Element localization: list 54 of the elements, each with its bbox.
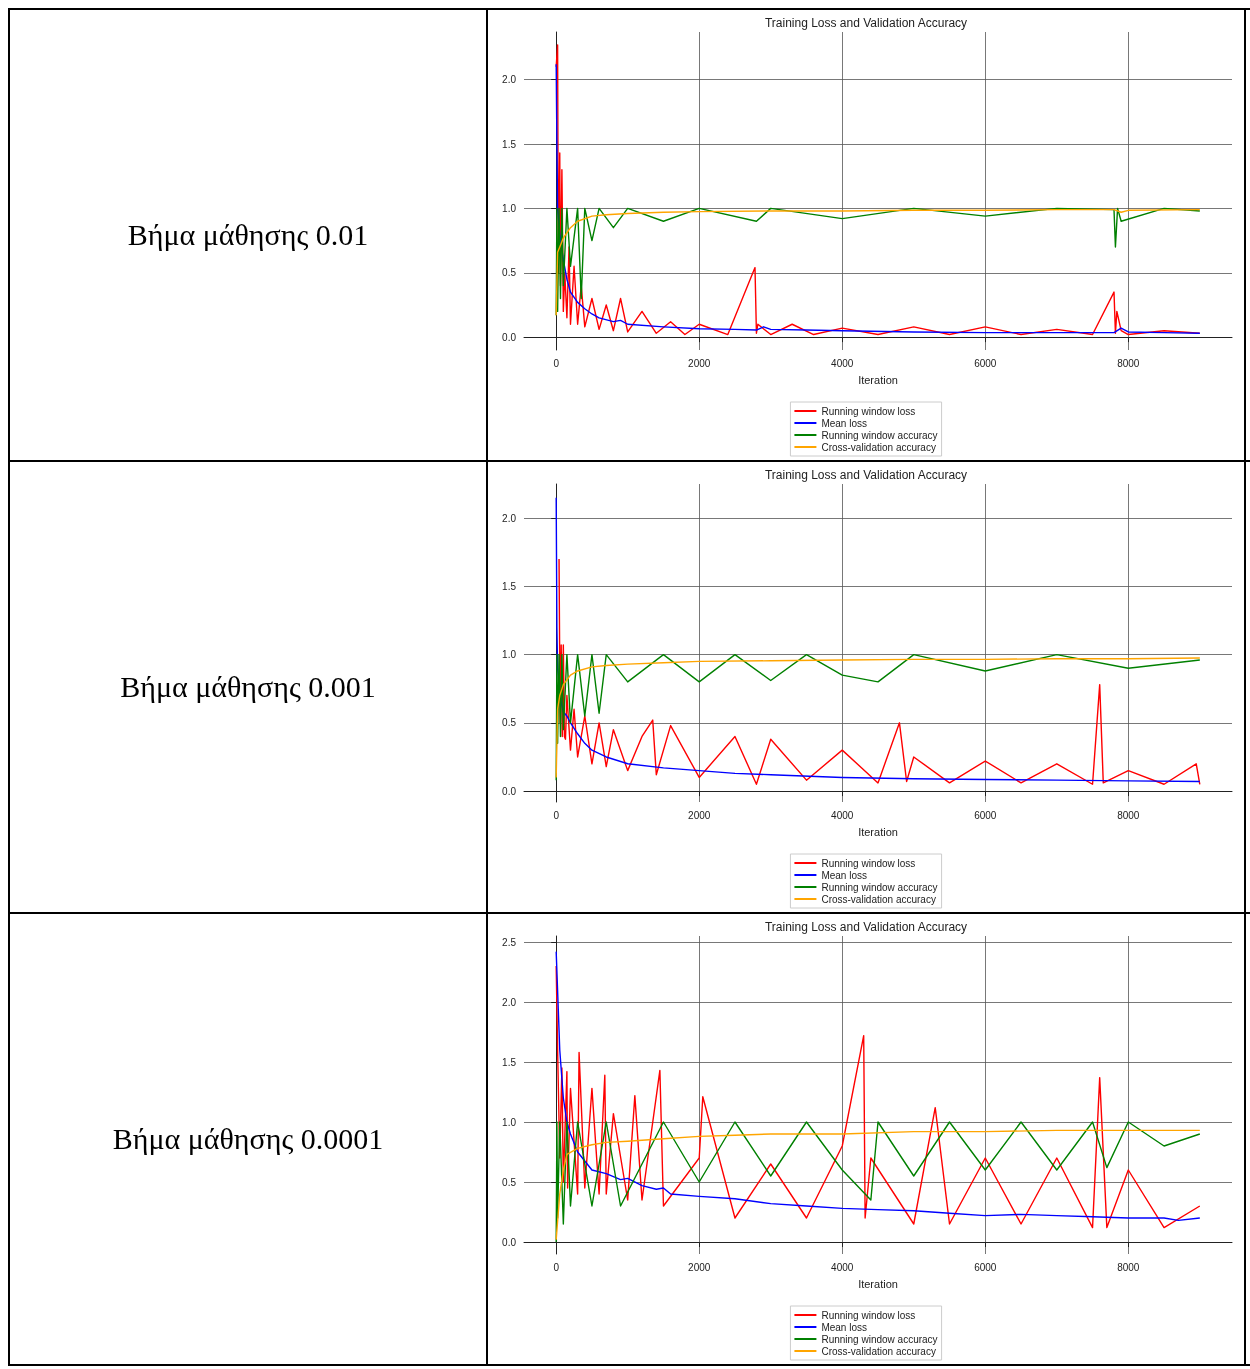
x-tick-label: 2000	[688, 809, 711, 821]
chart-title: Training Loss and Validation Accuracy	[764, 16, 968, 30]
x-tick-label: 6000	[974, 357, 997, 369]
y-tick-label: 0.5	[502, 717, 517, 729]
x-tick-label: 0	[553, 809, 560, 821]
legend-label: Running window loss	[821, 857, 916, 869]
y-tick-label: 1.5	[502, 580, 517, 592]
y-tick-label: 1.0	[502, 1116, 517, 1128]
text: Βήμα μάθησης 0.001	[120, 670, 376, 704]
y-tick-label: 0.5	[502, 267, 517, 279]
y-tick-label: 2.0	[502, 74, 517, 86]
y-tick-label: 0.0	[502, 785, 517, 797]
x-tick-label: 6000	[974, 809, 997, 821]
line-series	[555, 496, 1201, 783]
y-tick-label: 2.0	[502, 996, 517, 1008]
legend-label: Running window loss	[821, 405, 916, 417]
x-axis-title: Iteration	[858, 1277, 898, 1290]
chart-title: Training Loss and Validation Accuracy	[764, 920, 968, 934]
x-tick-label: 2000	[688, 357, 711, 369]
y-tick-label: 1.0	[502, 649, 517, 661]
x-tick-label: 0	[553, 357, 560, 369]
x-tick-label: 8000	[1117, 809, 1140, 821]
y-tick-label: 0.0	[502, 1236, 517, 1248]
legend-label: Running window accuracy	[821, 881, 938, 893]
y-tick-label: 1.5	[502, 138, 517, 150]
x-tick-label: 2000	[688, 1261, 711, 1273]
y-tick-label: 0.0	[502, 331, 517, 343]
x-tick-label: 4000	[831, 1261, 854, 1273]
y-tick-label: 2.0	[502, 512, 517, 524]
legend-label: Cross-validation accuracy	[821, 893, 936, 905]
y-tick-label: 2.5	[502, 936, 517, 948]
y-tick-label: 1.0	[502, 202, 517, 214]
legend-label: Cross-validation accuracy	[821, 441, 936, 453]
legend-label: Mean loss	[821, 1321, 867, 1333]
x-tick-label: 6000	[974, 1261, 997, 1273]
x-tick-label: 4000	[831, 809, 854, 821]
x-tick-label: 8000	[1117, 1261, 1140, 1273]
x-axis-title: Iteration	[858, 825, 898, 838]
legend-label: Cross-validation accuracy	[821, 1345, 936, 1357]
legend-label: Running window accuracy	[821, 429, 938, 441]
legend-label: Mean loss	[821, 417, 867, 429]
legend-label: Running window accuracy	[821, 1333, 938, 1345]
y-tick-label: 0.5	[502, 1176, 517, 1188]
legend-label: Mean loss	[821, 869, 867, 881]
text: Βήμα μάθησης 0.01	[127, 218, 369, 252]
x-axis-title: Iteration	[858, 373, 898, 386]
line-series	[558, 558, 1201, 785]
text: Βήμα μάθησης 0.0001	[112, 1122, 384, 1156]
y-tick-label: 1.5	[502, 1056, 517, 1068]
x-tick-label: 4000	[831, 357, 854, 369]
chart-title: Training Loss and Validation Accuracy	[764, 468, 968, 482]
x-tick-label: 8000	[1117, 357, 1140, 369]
x-tick-label: 0	[553, 1261, 560, 1273]
legend-label: Running window loss	[821, 1309, 916, 1321]
